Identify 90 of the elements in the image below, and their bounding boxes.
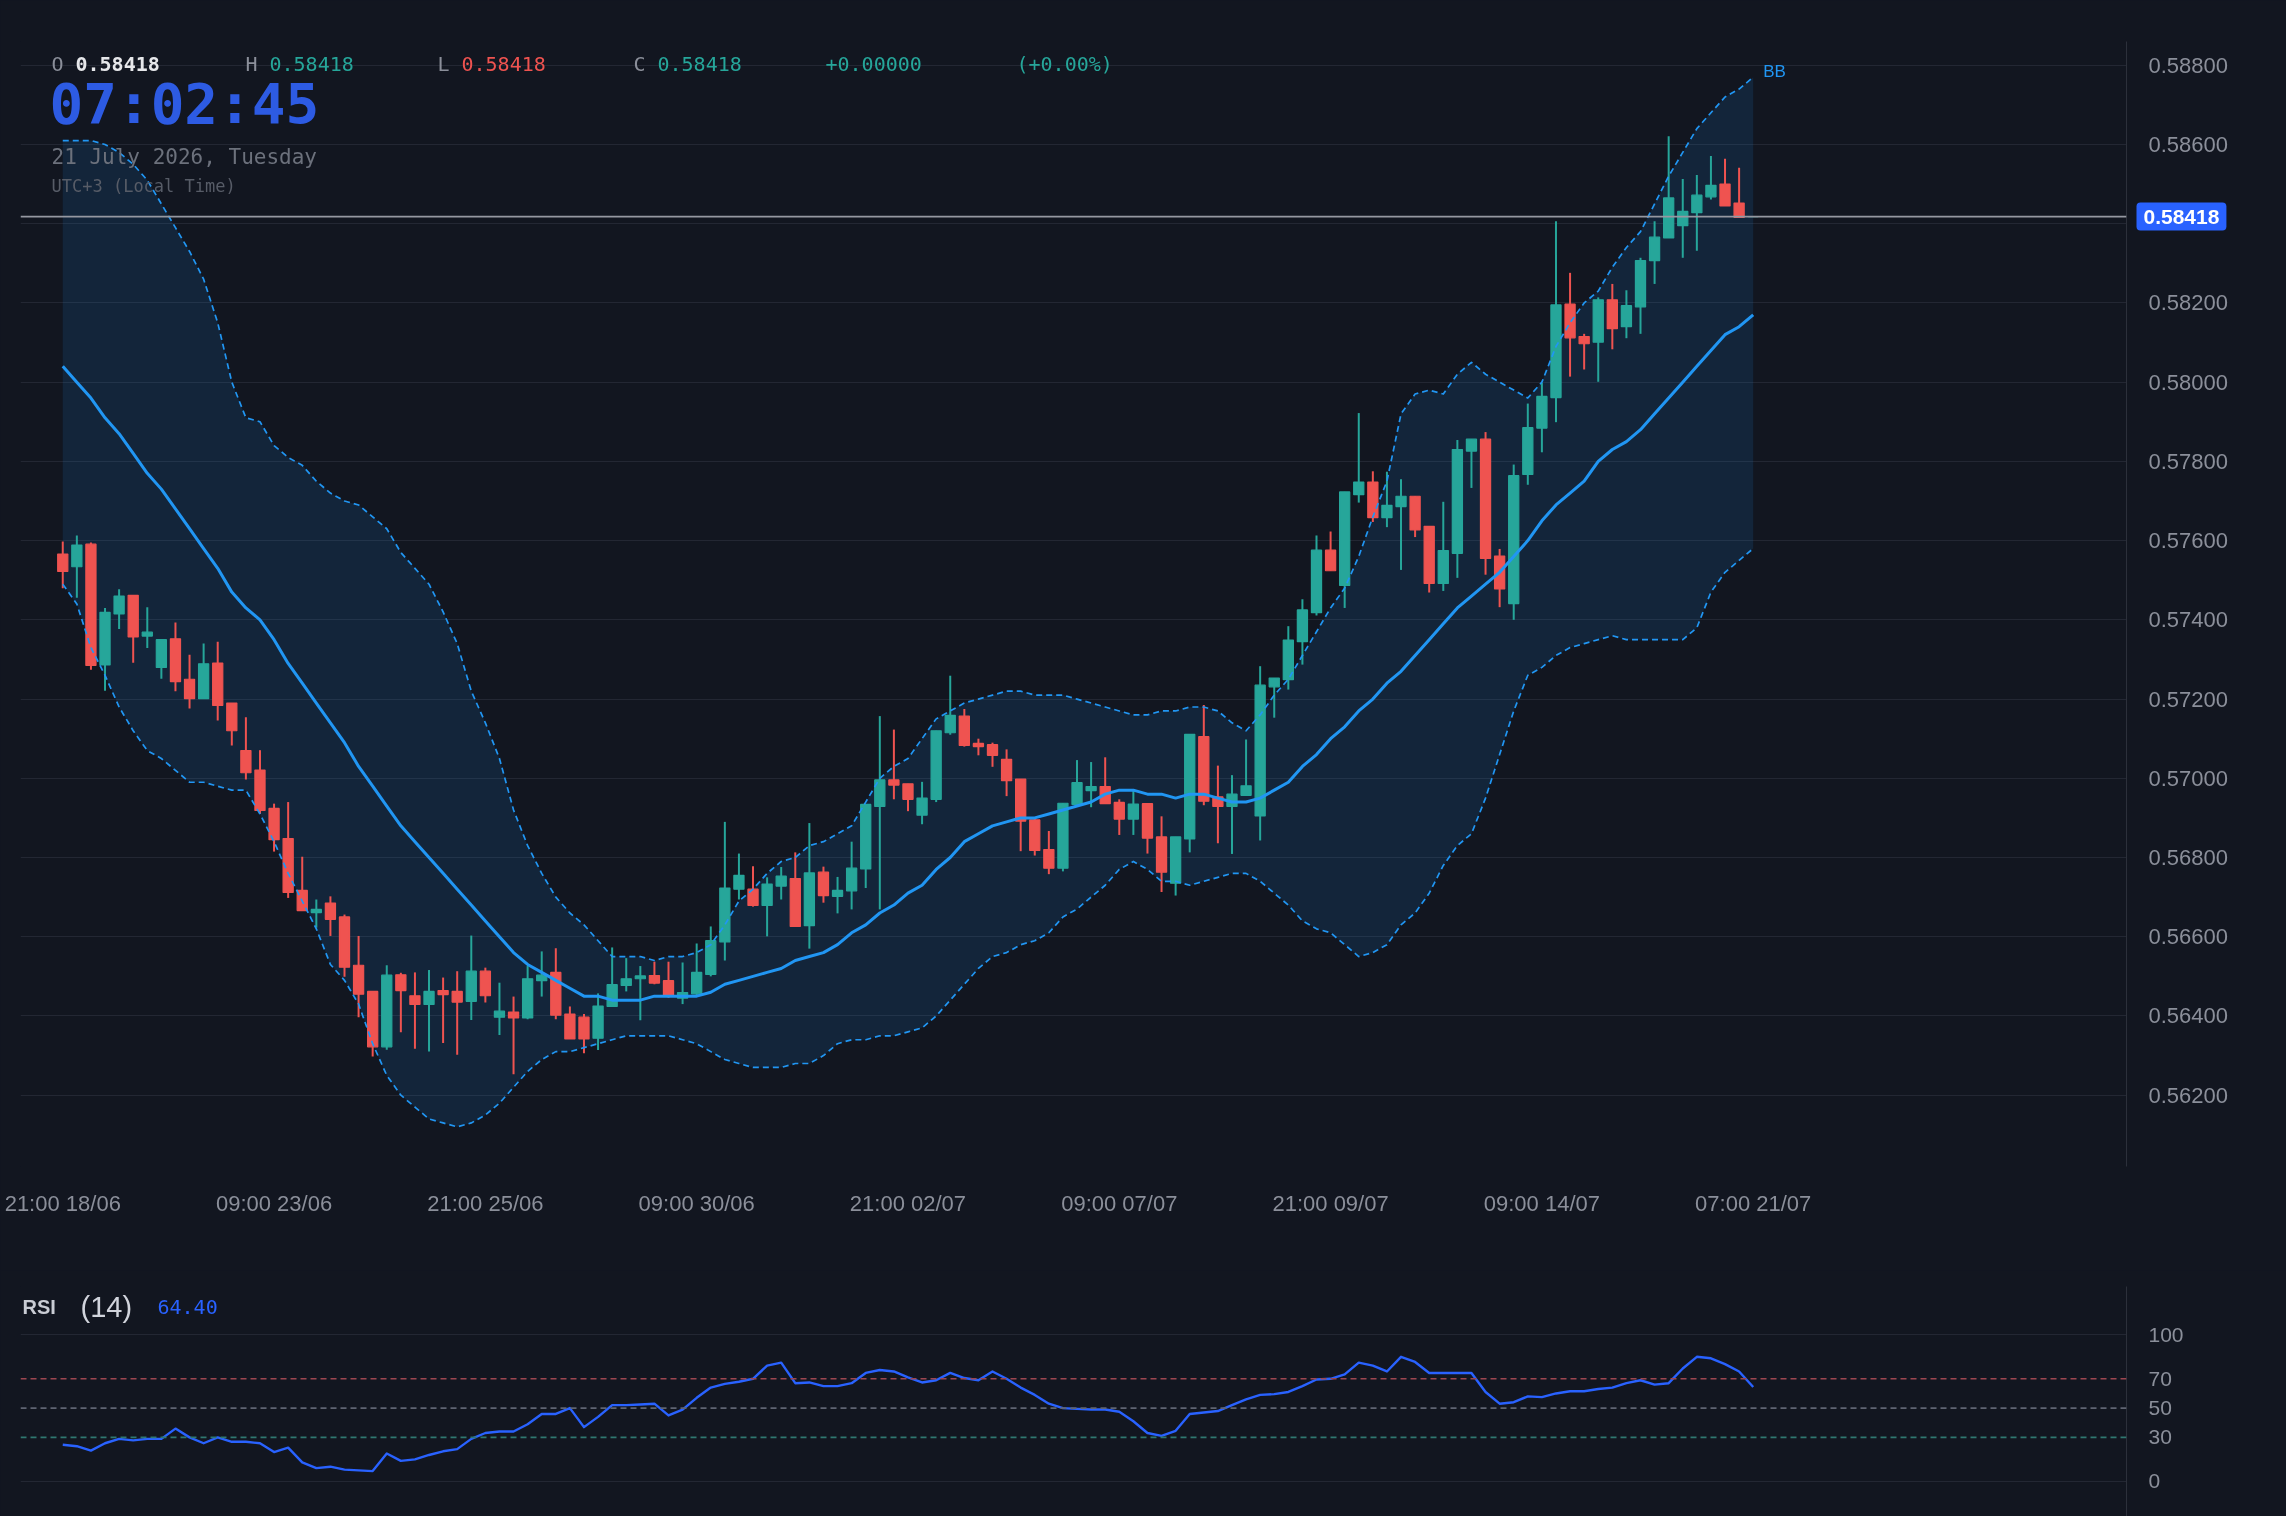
- candlestick: [986, 741, 999, 768]
- candlestick: [845, 840, 858, 911]
- y-tick-label: 50: [2148, 1396, 2172, 1420]
- candlestick: [1113, 798, 1125, 836]
- text: RSI: [22, 1295, 56, 1318]
- candlestick: [747, 865, 759, 908]
- x-tick-label: 09:00 14/07: [1483, 1190, 1601, 1216]
- annotation: 64.40: [157, 1294, 218, 1319]
- x-tick-label: 21:00 25/06: [427, 1190, 544, 1216]
- y-tick-label: 0.56400: [2148, 1003, 2229, 1029]
- candlestick: [423, 969, 435, 1053]
- annotation: (+0.00%): [1016, 51, 1113, 76]
- candlestick: [634, 965, 646, 1022]
- y-tick-label: 0.57400: [2148, 607, 2229, 633]
- candlestick: [507, 995, 520, 1076]
- candlestick: [395, 971, 407, 1034]
- candlestick: [620, 957, 632, 993]
- candlestick: [1000, 748, 1013, 798]
- candlestick: [1381, 470, 1393, 529]
- candlestick: [451, 970, 463, 1056]
- candlestick: [1395, 478, 1407, 571]
- x-tick-label: 09:00 07/07: [1061, 1190, 1178, 1216]
- annotation: 21 July 2026, Tuesday: [51, 144, 318, 169]
- y-tick-label: 0.58000: [2148, 369, 2229, 395]
- candlestick: [1719, 157, 1731, 207]
- y-tick-label: 0.56800: [2148, 845, 2229, 871]
- candlestick: [1085, 761, 1097, 809]
- candlestick: [1324, 530, 1337, 572]
- candlestick: [888, 728, 900, 801]
- y-tick-label: 0.58800: [2148, 52, 2229, 78]
- y-tick-label: 100: [2148, 1322, 2184, 1346]
- x-tick-label: 21:00 18/06: [4, 1190, 121, 1216]
- x-tick-label: 21:00 02/07: [849, 1190, 967, 1216]
- candlestick: [71, 534, 83, 599]
- x-tick-label: 09:00 23/06: [215, 1190, 333, 1216]
- candlestick: [1268, 677, 1280, 719]
- y-tick-label: 0.56200: [2148, 1082, 2229, 1108]
- annotation: L 0.58418: [437, 51, 546, 76]
- x-tick-label: 09:00 30/06: [638, 1190, 755, 1216]
- candlestick: [113, 588, 125, 630]
- candlestick: [944, 674, 956, 736]
- candlestick: [240, 716, 252, 781]
- candlestick: [437, 976, 449, 1044]
- y-tick-label: 0.57800: [2148, 448, 2229, 474]
- line-series: [61, 1355, 1755, 1473]
- candlestick: [817, 865, 830, 904]
- text: BB: [1763, 61, 1786, 81]
- candlestick: [902, 782, 914, 813]
- candlestick: [1705, 154, 1717, 201]
- candlestick: [916, 780, 928, 826]
- candlestick: [183, 653, 196, 710]
- candlestick: [1648, 220, 1661, 285]
- candlestick: [1578, 332, 1590, 371]
- y-tick-label: 0.58600: [2148, 131, 2229, 157]
- candlestick: [493, 981, 506, 1036]
- chart-subtitle: (14): [80, 1290, 133, 1323]
- y-tick-label: 70: [2148, 1366, 2172, 1390]
- candlestick: [1240, 738, 1252, 797]
- candlestick: [57, 540, 69, 590]
- candlestick: [310, 898, 322, 929]
- y-tick-label: 0.57600: [2148, 528, 2229, 554]
- ref-line-label: 0.58418: [2143, 204, 2220, 228]
- candlestick: [761, 876, 773, 938]
- x-tick-label: 21:00 09/07: [1272, 1190, 1389, 1216]
- candlestick: [775, 866, 787, 901]
- candlestick: [1043, 829, 1055, 876]
- y-tick-label: 0.57000: [2148, 765, 2229, 791]
- annotation: C 0.58418: [633, 51, 742, 76]
- candlestick: [1353, 412, 1365, 504]
- candlestick: [1691, 173, 1703, 252]
- x-tick-label: 07:00 21/07: [1695, 1190, 1812, 1216]
- candlestick: [831, 875, 844, 915]
- candlestick: [1465, 438, 1478, 489]
- y-tick-label: 0.58200: [2148, 290, 2229, 316]
- annotation: +0.00000: [825, 51, 922, 76]
- y-tick-label: 30: [2148, 1425, 2172, 1449]
- annotation: UTC+3 (Local Time): [51, 175, 236, 196]
- candlestick: [324, 895, 337, 937]
- candlestick: [578, 1012, 590, 1055]
- y-tick-label: 0: [2148, 1469, 2161, 1493]
- candlestick: [1071, 759, 1083, 806]
- candlestick: [409, 971, 421, 1050]
- candlestick: [1733, 166, 1745, 219]
- candlestick: [1620, 289, 1633, 340]
- candlestick: [606, 946, 618, 1008]
- candlestick: [691, 942, 703, 998]
- candlestick: [733, 852, 745, 901]
- y-tick-label: 0.56600: [2148, 924, 2229, 950]
- candlestick: [141, 606, 153, 649]
- y-tick-label: 0.57200: [2148, 686, 2229, 712]
